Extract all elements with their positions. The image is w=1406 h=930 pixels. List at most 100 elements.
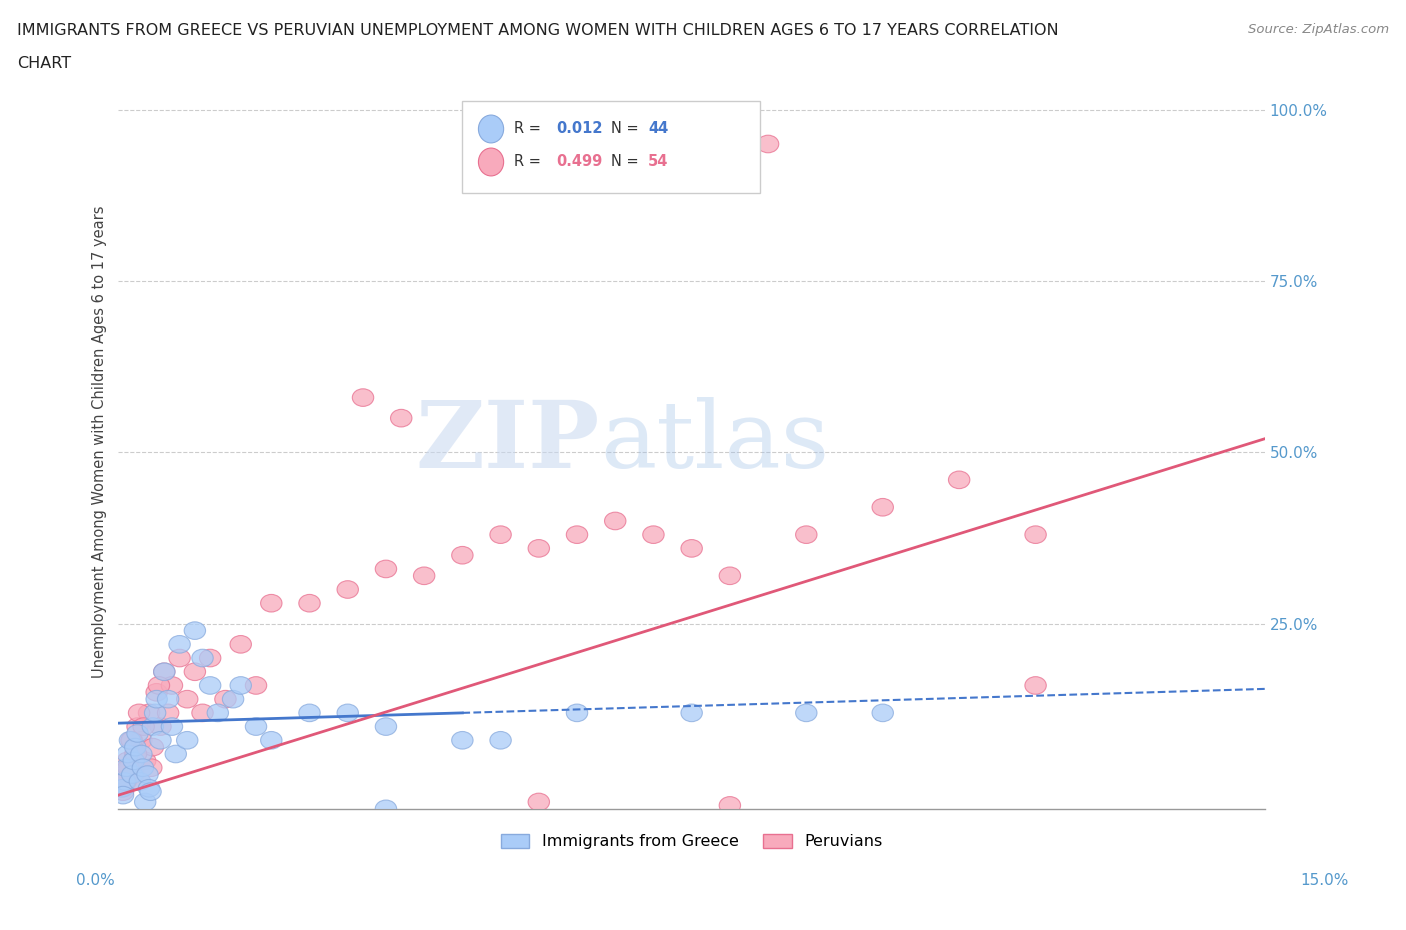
Text: Source: ZipAtlas.com: Source: ZipAtlas.com — [1249, 23, 1389, 36]
Ellipse shape — [177, 690, 198, 708]
Text: R =: R = — [515, 122, 541, 137]
Ellipse shape — [489, 732, 512, 749]
Ellipse shape — [681, 704, 703, 722]
Ellipse shape — [207, 704, 229, 722]
Ellipse shape — [115, 759, 136, 777]
Ellipse shape — [121, 732, 142, 749]
Ellipse shape — [142, 718, 163, 736]
Ellipse shape — [112, 787, 134, 804]
Ellipse shape — [139, 783, 162, 801]
Text: 0.012: 0.012 — [557, 122, 603, 137]
Ellipse shape — [125, 745, 146, 763]
Ellipse shape — [231, 635, 252, 653]
Ellipse shape — [605, 512, 626, 530]
Ellipse shape — [120, 759, 141, 777]
Ellipse shape — [245, 677, 267, 695]
Ellipse shape — [135, 752, 156, 770]
Ellipse shape — [391, 409, 412, 427]
Ellipse shape — [720, 797, 741, 814]
Ellipse shape — [148, 677, 170, 695]
Ellipse shape — [114, 773, 135, 790]
Ellipse shape — [758, 135, 779, 153]
Ellipse shape — [112, 783, 134, 801]
Ellipse shape — [720, 567, 741, 585]
Ellipse shape — [451, 732, 472, 749]
Text: 54: 54 — [648, 154, 668, 169]
Ellipse shape — [299, 594, 321, 612]
Ellipse shape — [337, 580, 359, 598]
Ellipse shape — [796, 525, 817, 543]
Ellipse shape — [120, 732, 141, 749]
Ellipse shape — [146, 690, 167, 708]
Ellipse shape — [134, 718, 155, 736]
Y-axis label: Unemployment Among Women with Children Ages 6 to 17 years: Unemployment Among Women with Children A… — [93, 206, 107, 678]
Ellipse shape — [478, 115, 503, 143]
Ellipse shape — [245, 718, 267, 736]
Ellipse shape — [145, 704, 166, 722]
Ellipse shape — [131, 745, 152, 763]
Ellipse shape — [337, 704, 359, 722]
Ellipse shape — [184, 663, 205, 681]
Ellipse shape — [949, 471, 970, 488]
Text: IMMIGRANTS FROM GREECE VS PERUVIAN UNEMPLOYMENT AMONG WOMEN WITH CHILDREN AGES 6: IMMIGRANTS FROM GREECE VS PERUVIAN UNEMP… — [17, 23, 1059, 38]
Ellipse shape — [260, 732, 283, 749]
Text: N =: N = — [612, 122, 640, 137]
Ellipse shape — [136, 765, 159, 783]
Ellipse shape — [131, 732, 152, 749]
Ellipse shape — [117, 745, 138, 763]
Ellipse shape — [375, 560, 396, 578]
Ellipse shape — [142, 738, 163, 756]
Ellipse shape — [353, 389, 374, 406]
Ellipse shape — [231, 677, 252, 695]
Ellipse shape — [375, 800, 396, 817]
Ellipse shape — [215, 690, 236, 708]
Ellipse shape — [138, 704, 160, 722]
Text: ZIP: ZIP — [416, 397, 600, 487]
Legend: Immigrants from Greece, Peruvians: Immigrants from Greece, Peruvians — [494, 828, 889, 856]
Ellipse shape — [141, 759, 162, 777]
Text: 44: 44 — [648, 122, 668, 137]
Ellipse shape — [169, 649, 190, 667]
Ellipse shape — [121, 732, 143, 749]
Ellipse shape — [872, 704, 893, 722]
Ellipse shape — [1025, 677, 1046, 695]
Ellipse shape — [681, 539, 703, 557]
Ellipse shape — [529, 793, 550, 811]
Ellipse shape — [796, 704, 817, 722]
Ellipse shape — [115, 773, 136, 790]
Ellipse shape — [375, 718, 396, 736]
Ellipse shape — [169, 635, 190, 653]
Ellipse shape — [153, 663, 174, 681]
Ellipse shape — [643, 525, 664, 543]
Ellipse shape — [191, 704, 214, 722]
Text: atlas: atlas — [600, 397, 830, 487]
Ellipse shape — [150, 732, 172, 749]
Ellipse shape — [177, 732, 198, 749]
Ellipse shape — [299, 704, 321, 722]
Ellipse shape — [184, 622, 205, 640]
Ellipse shape — [118, 759, 139, 777]
Ellipse shape — [200, 649, 221, 667]
Ellipse shape — [121, 765, 143, 783]
Ellipse shape — [478, 148, 503, 176]
Ellipse shape — [127, 724, 148, 742]
Ellipse shape — [157, 690, 179, 708]
Ellipse shape — [114, 765, 135, 783]
Ellipse shape — [413, 567, 434, 585]
Text: 0.499: 0.499 — [557, 154, 603, 169]
Ellipse shape — [222, 690, 243, 708]
Text: 15.0%: 15.0% — [1301, 873, 1348, 888]
Ellipse shape — [529, 539, 550, 557]
Ellipse shape — [162, 677, 183, 695]
Ellipse shape — [127, 718, 148, 736]
FancyBboxPatch shape — [463, 101, 761, 193]
Ellipse shape — [1025, 525, 1046, 543]
Ellipse shape — [135, 793, 156, 811]
Ellipse shape — [125, 745, 146, 763]
Text: N =: N = — [612, 154, 640, 169]
Ellipse shape — [157, 704, 179, 722]
Ellipse shape — [115, 773, 136, 790]
Ellipse shape — [124, 752, 145, 770]
Ellipse shape — [128, 704, 150, 722]
Ellipse shape — [200, 677, 221, 695]
